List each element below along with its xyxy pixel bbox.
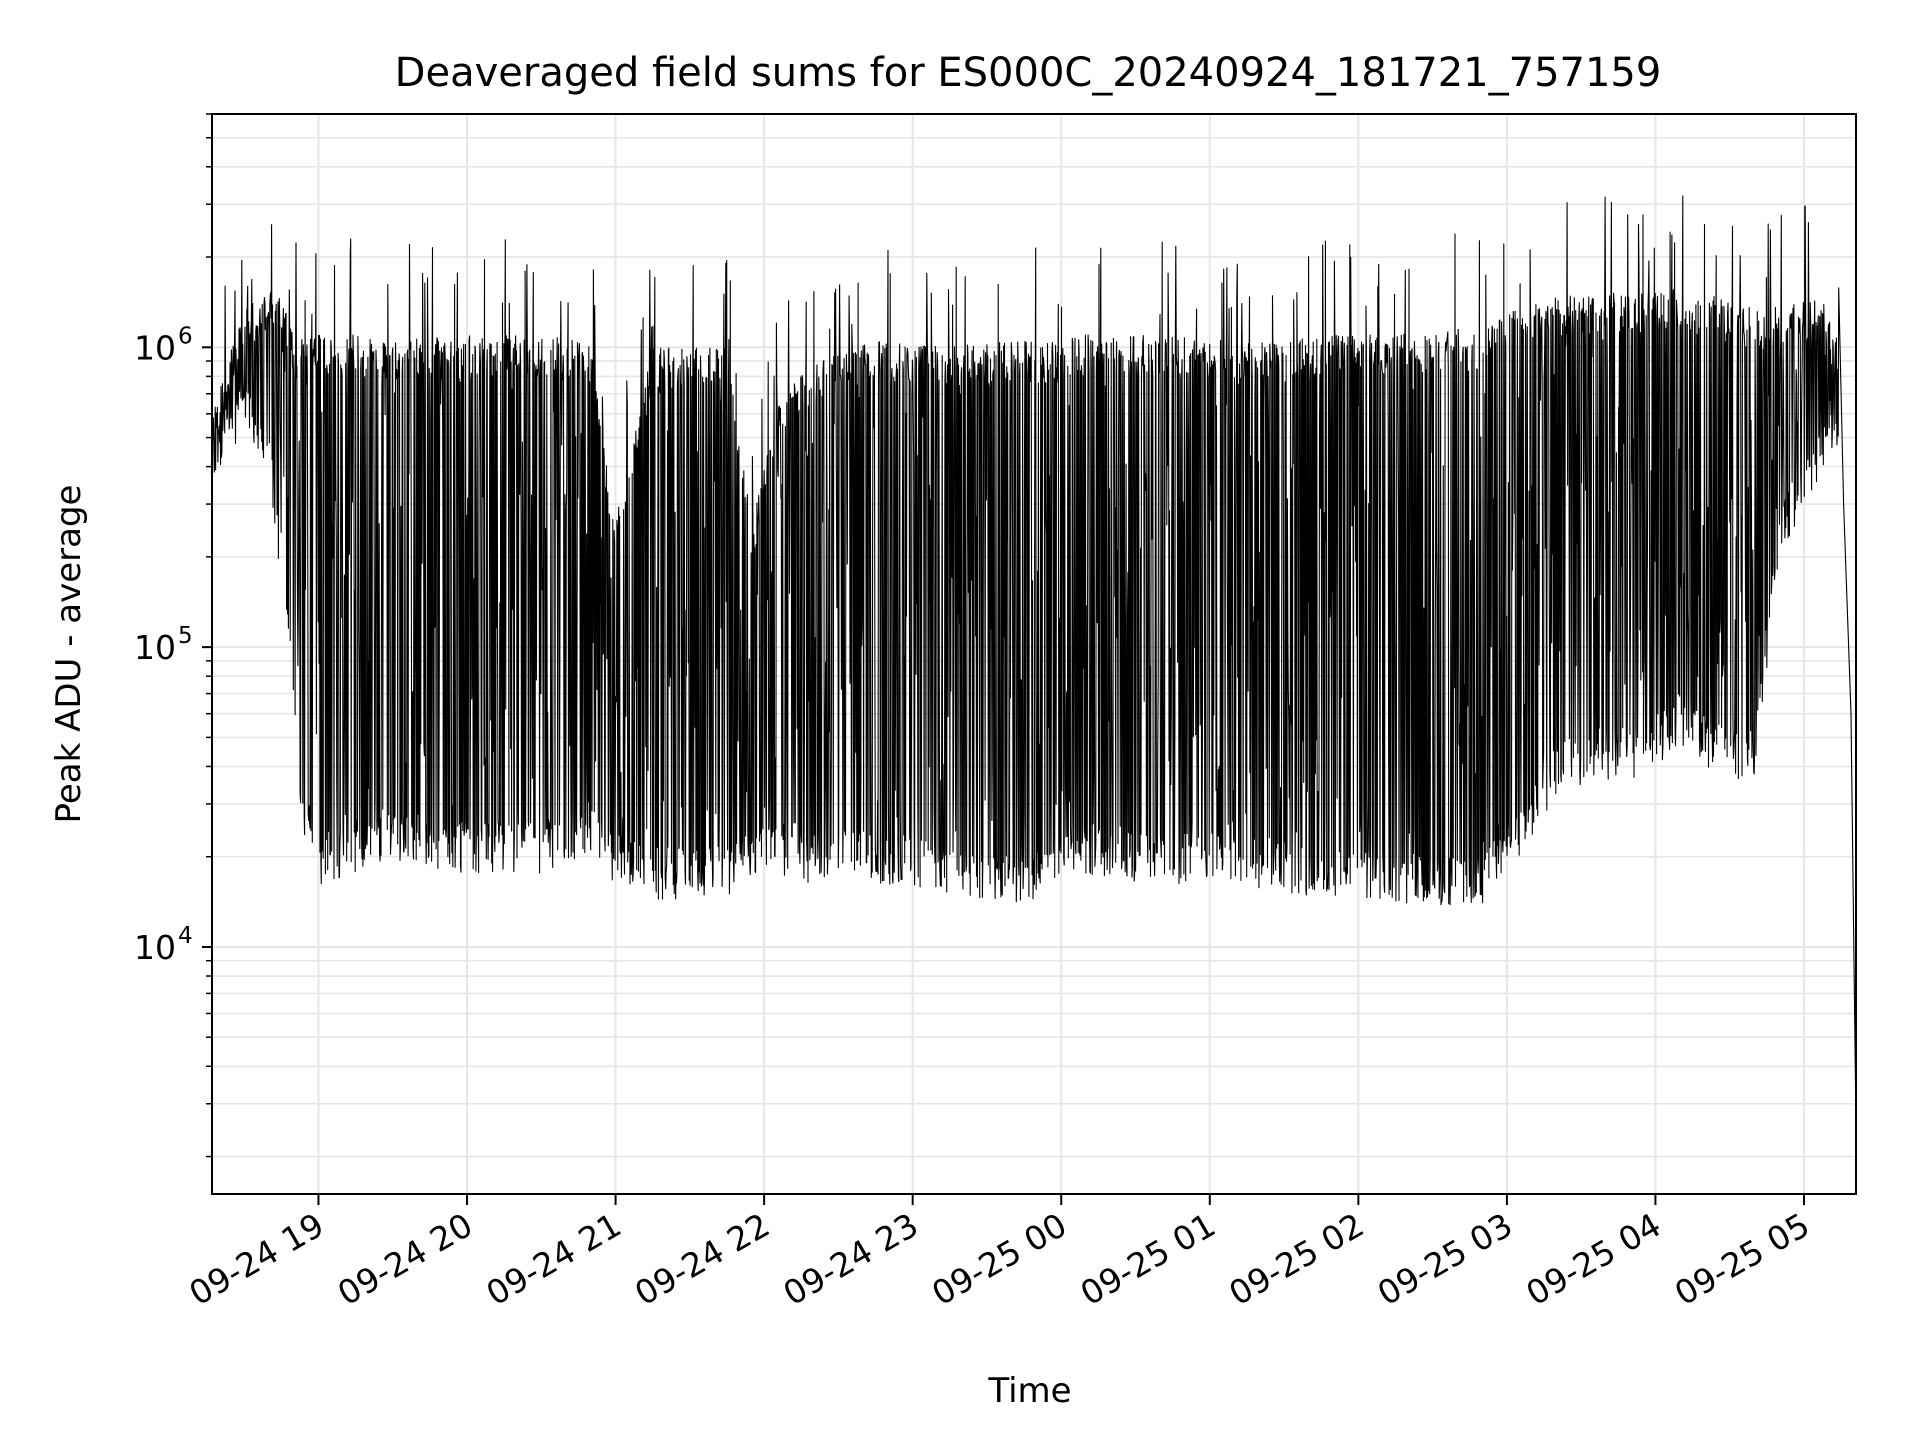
series-line (211, 195, 1857, 1128)
y-tick-label: 10 (134, 928, 176, 967)
y-tick-exponent: 5 (178, 623, 193, 649)
y-tick-exponent: 4 (178, 923, 193, 949)
axes-frame (211, 113, 1857, 1195)
y-axis-label: Peak ADU - average (49, 485, 89, 824)
chart-title: Deaveraged field sums for ES000C_2024092… (395, 50, 1662, 96)
x-axis-label: Time (987, 1371, 1071, 1411)
plot-area (211, 195, 1857, 1128)
y-tick-exponent: 6 (178, 323, 193, 349)
y-tick-label: 10 (134, 328, 176, 367)
y-tick-label: 10 (134, 628, 176, 667)
